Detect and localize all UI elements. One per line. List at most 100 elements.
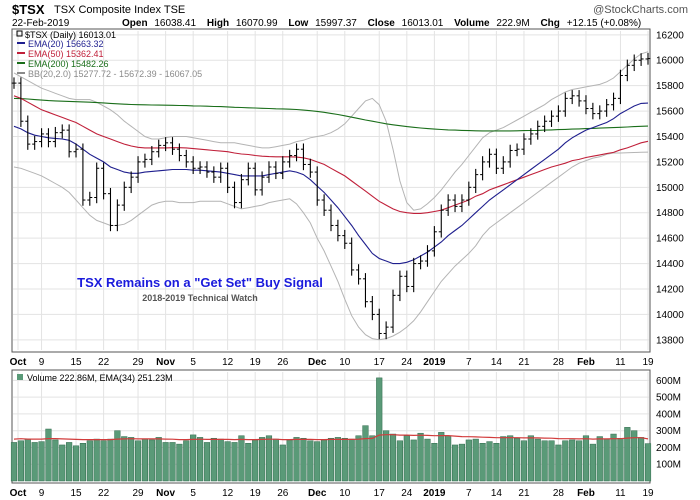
volume-bar bbox=[279, 444, 286, 482]
ohlc-bar bbox=[307, 158, 313, 178]
volume-bar bbox=[176, 443, 183, 482]
price-tick-label: 16000 bbox=[656, 56, 684, 67]
volume-bar bbox=[334, 437, 341, 482]
volume-bar bbox=[362, 425, 369, 482]
volume-bar bbox=[610, 433, 617, 482]
ohlc-bar bbox=[25, 115, 31, 150]
ohlc-bar bbox=[611, 92, 617, 111]
x-tick-label: 26 bbox=[277, 357, 289, 368]
x-tick-label: 28 bbox=[553, 488, 565, 499]
bb-upper-line bbox=[13, 51, 649, 211]
ohlc-bar bbox=[328, 204, 334, 232]
ohlc-bar bbox=[18, 77, 24, 127]
volume-bar bbox=[31, 442, 38, 482]
ohlc-bar bbox=[597, 105, 603, 120]
ohlc-bar bbox=[300, 143, 306, 171]
volume-bar bbox=[513, 437, 521, 482]
volume-bar bbox=[238, 435, 245, 482]
ohlc-bar bbox=[245, 162, 251, 186]
ohlc-bar bbox=[45, 128, 51, 148]
x-tick-label: 22 bbox=[98, 357, 110, 368]
ohlc-bar bbox=[335, 219, 341, 242]
x-tick-label: 29 bbox=[132, 357, 144, 368]
ohlc-bar bbox=[349, 237, 355, 276]
ohlc-bar bbox=[604, 98, 610, 117]
ohlc-bar bbox=[87, 191, 93, 206]
legend-swatch-bb bbox=[17, 72, 25, 74]
volume-bar bbox=[582, 435, 590, 482]
ohlc-bar bbox=[80, 143, 86, 206]
ohlc-bar bbox=[197, 161, 203, 174]
annotation-title: TSX Remains on a "Get Set" Buy Signal bbox=[77, 275, 323, 290]
volume-bar bbox=[59, 444, 66, 482]
ohlc-bar bbox=[287, 149, 293, 168]
volume-bar bbox=[72, 445, 80, 482]
x-tick-label: 10 bbox=[339, 488, 351, 499]
volume-bar bbox=[562, 440, 569, 482]
volume-bar bbox=[493, 443, 500, 482]
volume-legend: Volume 222.86M, EMA(34) 251.23M bbox=[27, 373, 173, 383]
ohlc-bar bbox=[190, 156, 196, 174]
chg-label: Chg bbox=[540, 18, 559, 29]
volume-bar bbox=[162, 442, 169, 482]
high-value: 16070.99 bbox=[236, 18, 278, 29]
ohlc-bar bbox=[211, 166, 217, 183]
ohlc-bar bbox=[121, 181, 127, 211]
ohlc-bar bbox=[583, 95, 589, 115]
x-tick-label: Feb bbox=[577, 488, 595, 499]
open-label: Open bbox=[122, 18, 148, 29]
volume-bar bbox=[603, 438, 610, 482]
volume-bar bbox=[389, 433, 397, 482]
ohlc-bar bbox=[52, 126, 58, 148]
volume-bar bbox=[403, 435, 410, 482]
volume-tick-label: 500M bbox=[656, 393, 681, 404]
volume-bar bbox=[52, 439, 59, 482]
volume-bar bbox=[465, 439, 472, 482]
x-tick-label: Feb bbox=[577, 357, 595, 368]
volume-bar bbox=[541, 440, 548, 482]
stockcharts-watermark: @StockCharts.com bbox=[593, 4, 688, 16]
price-panel-frame bbox=[11, 28, 651, 353]
x-tick-label: 19 bbox=[250, 357, 262, 368]
volume-label: Volume bbox=[454, 18, 490, 29]
volume-bar bbox=[321, 439, 328, 482]
x-tick-label: 12 bbox=[222, 357, 234, 368]
ohlc-bar bbox=[445, 194, 451, 216]
ohlc-bar bbox=[383, 321, 389, 340]
volume-bar bbox=[224, 441, 231, 482]
volume-bar bbox=[100, 440, 107, 482]
ohlc-bar bbox=[376, 308, 382, 340]
x-axis-labels-top: Oct 9 15 22 29 Nov 5 12 19 26 Dec 10 17 24 2019 7 14 21 28… bbox=[10, 357, 654, 368]
ohlc-bar bbox=[569, 90, 575, 105]
ohlc-bar bbox=[163, 137, 169, 152]
volume-bar bbox=[210, 437, 217, 482]
x-tick-label: 14 bbox=[491, 488, 503, 499]
ohlc-bar bbox=[39, 128, 45, 148]
indicator-lines bbox=[13, 51, 649, 341]
volume-bar bbox=[231, 442, 238, 482]
ohlc-bar bbox=[493, 148, 499, 174]
ohlc-bar bbox=[142, 153, 148, 168]
volume-bar bbox=[169, 442, 176, 482]
low-value: 15997.37 bbox=[315, 18, 357, 29]
ohlc-bar bbox=[480, 156, 486, 181]
volume-bar bbox=[155, 437, 162, 482]
chart-index-name: TSX Composite Index TSE bbox=[54, 4, 185, 16]
volume-bar bbox=[134, 440, 142, 482]
close-value: 16013.01 bbox=[402, 18, 444, 29]
price-axis-labels: 13800 14000 14200 14400 14600 14800 15000 15200… bbox=[656, 30, 684, 346]
volume-bar bbox=[79, 443, 86, 482]
ohlc-bar bbox=[114, 199, 120, 232]
x-tick-label: 19 bbox=[642, 357, 654, 368]
ohlc-bar bbox=[528, 128, 534, 145]
ohlc-bar bbox=[321, 194, 327, 216]
x-tick-label: 19 bbox=[642, 488, 654, 499]
volume-bar bbox=[576, 440, 583, 482]
ohlc-bar bbox=[11, 77, 17, 89]
price-tick-label: 16200 bbox=[656, 30, 684, 41]
ohlc-bar bbox=[362, 273, 368, 308]
x-tick-label: 5 bbox=[190, 357, 196, 368]
volume-tick-label: 100M bbox=[656, 460, 681, 471]
price-tick-label: 14400 bbox=[656, 259, 684, 270]
ohlc-bar bbox=[590, 102, 596, 120]
